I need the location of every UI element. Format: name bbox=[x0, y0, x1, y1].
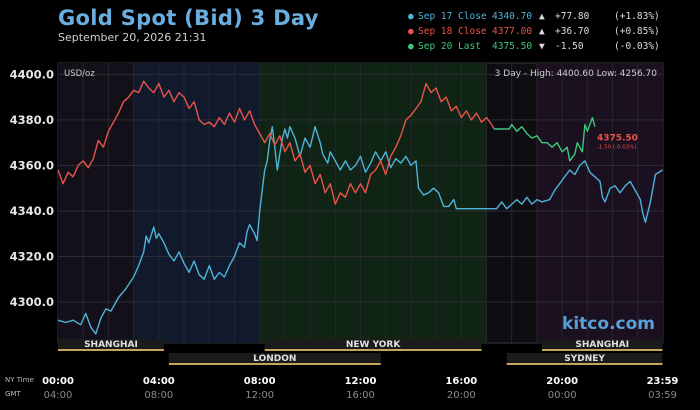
series-line bbox=[57, 126, 663, 335]
legend-percent: (+1.83%) bbox=[614, 11, 660, 22]
legend-dot: ● bbox=[408, 41, 414, 52]
legend-value: 4377.00 bbox=[492, 26, 533, 37]
x-tick-label-ny: 04:00 bbox=[143, 376, 175, 387]
session-bar-bg bbox=[168, 353, 381, 365]
chart-datetime: September 20, 2026 21:31 bbox=[58, 31, 207, 44]
x-tick-label-ny: 08:00 bbox=[244, 376, 276, 387]
ny-time-label: NY Time bbox=[5, 376, 34, 384]
x-tick-label-gmt: 00:00 bbox=[548, 390, 577, 401]
y-tick-label: 4320.0 bbox=[10, 249, 54, 263]
up-arrow-icon: ▲ bbox=[539, 26, 545, 37]
session-label: NEW YORK bbox=[346, 340, 402, 350]
session-label: SHANGHAI bbox=[84, 340, 138, 350]
session-bar-bg bbox=[58, 339, 164, 351]
session-label: LONDON bbox=[253, 354, 296, 364]
legend-row: ● Sep 20 Last 4375.50 ▼ -1.50 (-0.03%) bbox=[408, 41, 698, 56]
series-line bbox=[57, 80, 495, 205]
x-tick-label-gmt: 16:00 bbox=[346, 390, 375, 401]
legend-value: 4375.50 bbox=[492, 41, 533, 52]
y-tick-label: 4360.0 bbox=[10, 158, 54, 172]
legend-dot: ● bbox=[408, 11, 414, 22]
last-change-label: -1.50 (-0.03%) bbox=[597, 145, 637, 151]
session-label: SYDNEY bbox=[564, 354, 605, 364]
series-line bbox=[494, 116, 596, 162]
x-tick-label-ny: 00:00 bbox=[42, 376, 74, 387]
session-bar-bg bbox=[542, 339, 663, 351]
x-tick-label-gmt: 04:00 bbox=[44, 390, 73, 401]
kitco-watermark: kitco.com bbox=[562, 314, 655, 334]
legend-percent: (-0.03%) bbox=[614, 41, 660, 52]
session-label: SHANGHAI bbox=[575, 340, 629, 350]
x-tick-label-gmt: 03:59 bbox=[648, 390, 677, 401]
legend-row: ● Sep 17 Close 4340.70 ▲ +77.80 (+1.83%) bbox=[408, 11, 698, 26]
legend-dot: ● bbox=[408, 26, 414, 37]
legend-change: +36.70 bbox=[555, 26, 590, 37]
session-bar-bg bbox=[264, 339, 482, 351]
legend-value: 4340.70 bbox=[492, 11, 533, 22]
y-tick-label: 4380.0 bbox=[10, 113, 54, 127]
down-arrow-icon: ▼ bbox=[539, 41, 545, 52]
x-tick-label-ny: 23:59 bbox=[647, 376, 679, 387]
x-tick-label-ny: 12:00 bbox=[345, 376, 377, 387]
x-tick-label-gmt: 08:00 bbox=[144, 390, 173, 401]
last-price-label: 4375.50 bbox=[597, 134, 638, 144]
y-tick-label: 4400.0 bbox=[10, 67, 54, 81]
legend-change: -1.50 bbox=[555, 41, 584, 52]
session-shade-new-york bbox=[259, 63, 487, 343]
session-shade-london bbox=[133, 63, 260, 343]
legend-percent: (+0.85%) bbox=[614, 26, 660, 37]
gmt-label: GMT bbox=[5, 390, 21, 398]
legend-change: +77.80 bbox=[555, 11, 590, 22]
x-tick-label-gmt: 12:00 bbox=[245, 390, 274, 401]
session-bar-bg bbox=[506, 353, 663, 365]
legend: ● Sep 17 Close 4340.70 ▲ +77.80 (+1.83%)… bbox=[408, 11, 698, 56]
x-tick-label-ny: 16:00 bbox=[445, 376, 477, 387]
y-tick-label: 4340.0 bbox=[10, 204, 54, 218]
legend-label: Sep 18 Close bbox=[418, 26, 487, 37]
unit-label: USD/oz bbox=[64, 69, 95, 79]
x-tick-label-ny: 20:00 bbox=[546, 376, 578, 387]
legend-label: Sep 17 Close bbox=[418, 11, 487, 22]
y-tick-label: 4300.0 bbox=[10, 295, 54, 309]
up-arrow-icon: ▲ bbox=[539, 11, 545, 22]
session-shade-asia bbox=[536, 63, 663, 343]
chart-title: Gold Spot (Bid) 3 Day bbox=[58, 6, 319, 30]
x-tick-label-gmt: 20:00 bbox=[447, 390, 476, 401]
legend-row: ● Sep 18 Close 4377.00 ▲ +36.70 (+0.85%) bbox=[408, 26, 698, 41]
high-low-stats: 3 Day - High: 4400.60 Low: 4256.70 bbox=[495, 69, 658, 79]
legend-label: Sep 20 Last bbox=[418, 41, 481, 52]
